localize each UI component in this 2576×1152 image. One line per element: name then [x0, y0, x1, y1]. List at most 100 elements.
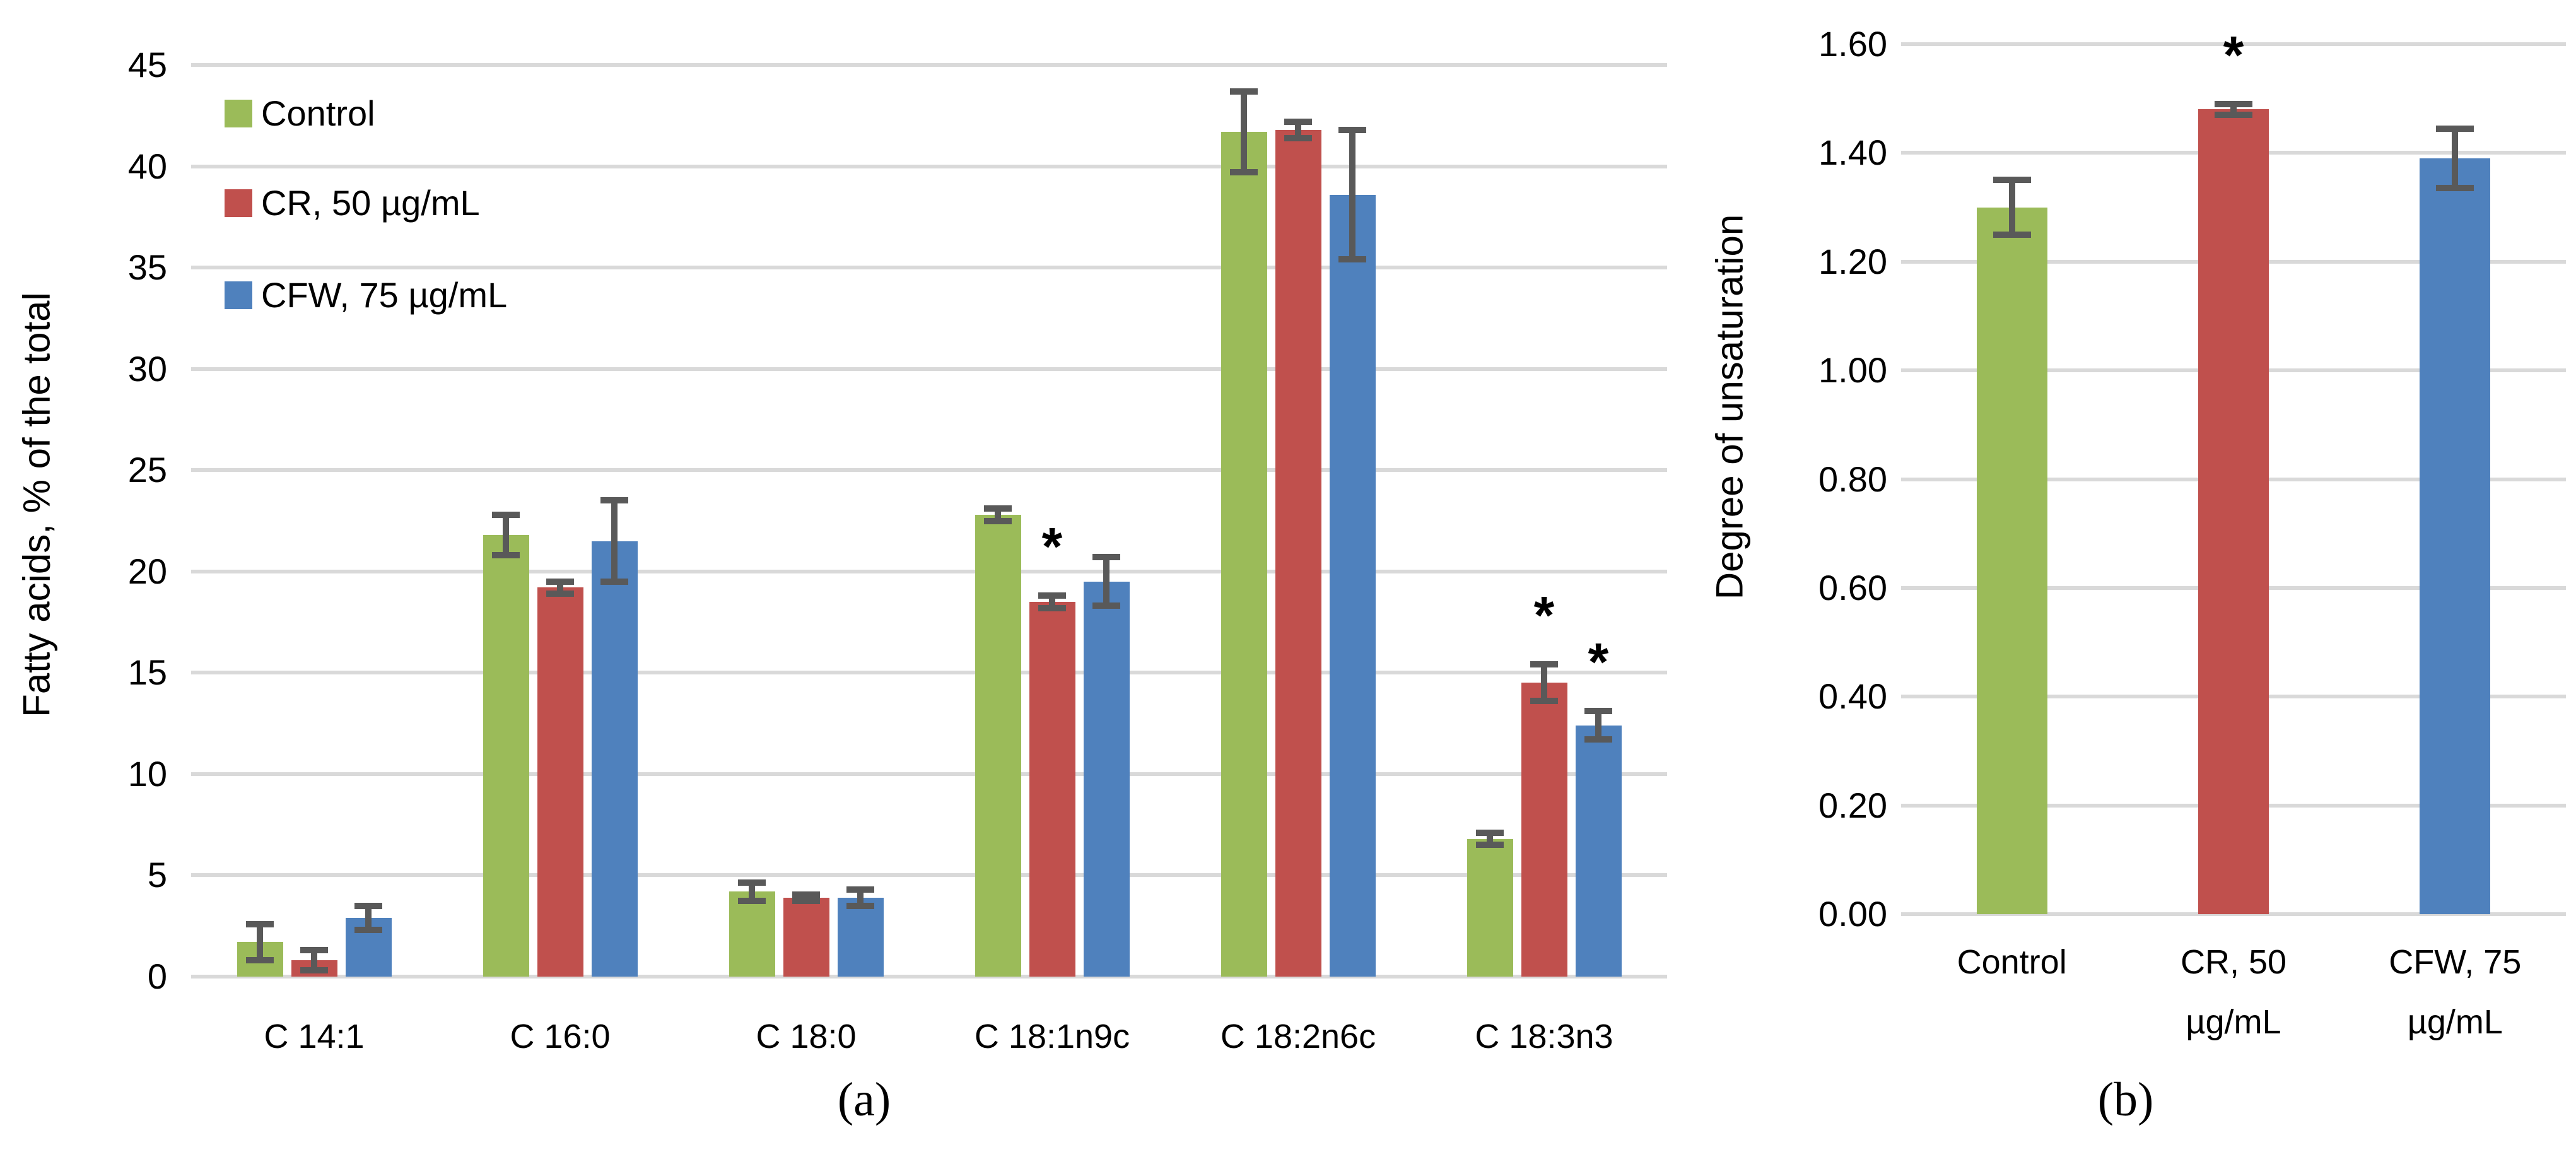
error-bar-top-cap	[492, 511, 520, 518]
bar	[837, 897, 884, 977]
legend-swatch	[225, 281, 252, 309]
bar	[1083, 581, 1130, 977]
error-bar	[311, 950, 317, 971]
error-bar	[1487, 833, 1493, 845]
error-bar	[1595, 711, 1601, 740]
error-bar	[1295, 121, 1301, 138]
error-bar-top-cap	[1338, 126, 1366, 133]
bar	[1521, 683, 1567, 977]
significance-asterisk: *	[1041, 517, 1063, 577]
error-bar	[2230, 103, 2237, 115]
error-bar-bottom-cap	[354, 927, 382, 934]
error-bar	[749, 882, 755, 901]
y-tick-label: 5	[147, 855, 167, 895]
error-bar-top-cap	[846, 886, 874, 893]
x-tick-label: C 14:1	[264, 1018, 365, 1055]
gridline	[191, 164, 1667, 168]
error-bar-bottom-cap	[492, 552, 520, 559]
y-tick-label: 30	[127, 348, 167, 389]
error-bar-top-cap	[2436, 125, 2474, 132]
error-bar-bottom-cap	[846, 902, 874, 909]
error-bar-top-cap	[1476, 830, 1504, 836]
x-tick-label: C 18:2n6c	[1220, 1018, 1376, 1055]
gridline	[191, 671, 1667, 675]
error-bar-top-cap	[1092, 554, 1120, 561]
error-bar	[1049, 596, 1055, 608]
error-bar	[1541, 664, 1547, 702]
y-tick-label: 1.40	[1818, 132, 1887, 173]
gridline	[191, 63, 1667, 67]
bar	[1029, 601, 1075, 977]
error-bar-bottom-cap	[1038, 604, 1066, 611]
bar	[1575, 725, 1622, 977]
error-bar	[503, 514, 509, 556]
error-bar-bottom-cap	[546, 591, 574, 597]
y-tick-label: 25	[127, 450, 167, 490]
error-bar-bottom-cap	[1530, 698, 1558, 705]
error-bar-top-cap	[300, 947, 328, 954]
gridline	[191, 266, 1667, 270]
y-tick-label: 0.80	[1818, 459, 1887, 499]
y-tick-label: 35	[127, 247, 167, 288]
gridline	[1901, 42, 2566, 46]
error-bar-top-cap	[984, 505, 1012, 512]
gridline	[191, 367, 1667, 371]
legend-swatch	[225, 189, 252, 217]
y-tick-label: 0.00	[1818, 894, 1887, 934]
y-tick-label: 0.40	[1818, 676, 1887, 717]
bar	[2198, 109, 2269, 914]
error-bar-bottom-cap	[738, 897, 766, 904]
error-bar-top-cap	[792, 891, 820, 898]
legend-label: CFW, 75 µg/mL	[261, 275, 508, 315]
error-bar	[365, 905, 372, 931]
bar	[1221, 131, 1267, 977]
gridline	[191, 772, 1667, 776]
y-tick-label: 0	[147, 956, 167, 996]
bar	[783, 897, 829, 977]
error-bar-top-cap	[1230, 88, 1258, 95]
error-bar-top-cap	[1993, 177, 2031, 184]
error-bar	[1103, 557, 1109, 606]
error-bar-top-cap	[354, 902, 382, 909]
error-bar-top-cap	[246, 920, 274, 927]
x-tick-label: Control	[1957, 943, 2067, 981]
y-tick-label: 1.20	[1818, 241, 1887, 281]
bar	[1976, 207, 2047, 914]
caption-b: (b)	[2097, 1073, 2154, 1126]
error-bar	[557, 581, 563, 594]
bar	[591, 541, 638, 977]
error-bar	[1241, 91, 1247, 173]
y-tick-label: 20	[127, 551, 167, 591]
error-bar-top-cap	[2215, 100, 2252, 107]
error-bar-bottom-cap	[1338, 256, 1366, 263]
error-bar	[257, 924, 263, 961]
y-tick-label: 10	[127, 753, 167, 794]
error-bar-bottom-cap	[600, 578, 628, 585]
error-bar	[857, 889, 864, 906]
significance-asterisk: *	[2223, 25, 2244, 85]
error-bar-bottom-cap	[246, 957, 274, 964]
error-bar	[1349, 129, 1355, 260]
gridline	[191, 569, 1667, 573]
bar	[537, 587, 583, 977]
bar	[1329, 194, 1376, 977]
error-bar-top-cap	[738, 879, 766, 886]
x-tick-label: C 18:3n3	[1475, 1018, 1613, 1055]
bar	[483, 534, 529, 977]
significance-asterisk: *	[1588, 632, 1609, 692]
error-bar-top-cap	[1530, 661, 1558, 668]
gridline	[191, 468, 1667, 473]
significance-asterisk: *	[1533, 585, 1555, 645]
x-tick-label: C 18:0	[756, 1018, 857, 1055]
error-bar	[2008, 180, 2015, 235]
error-bar	[995, 508, 1001, 521]
gridline	[1901, 912, 2566, 916]
error-bar-bottom-cap	[2436, 185, 2474, 192]
error-bar-top-cap	[1284, 118, 1312, 125]
x-tick-label: CR, 50 µg/mL	[2180, 943, 2287, 1041]
x-tick-label: C 16:0	[510, 1018, 611, 1055]
y-tick-label: 40	[127, 146, 167, 186]
bar	[729, 891, 775, 977]
y-tick-label: 0.60	[1818, 567, 1887, 608]
